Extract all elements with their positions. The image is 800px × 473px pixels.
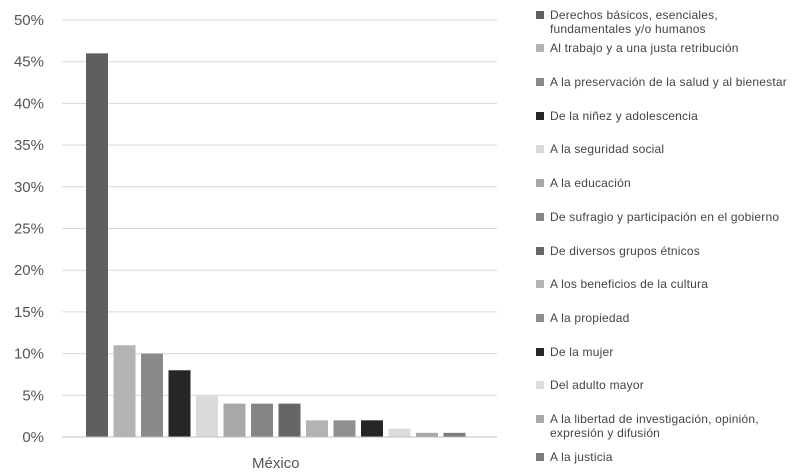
legend-swatch: [536, 381, 544, 389]
bar: [416, 432, 438, 437]
legend-label: Del adulto mayor: [550, 378, 644, 392]
legend-item: A la propiedad: [536, 311, 798, 325]
legend-item: A la seguridad social: [536, 142, 798, 156]
legend-item: De diversos grupos étnicos: [536, 244, 798, 258]
bar-chart: 0% 5% 10% 15% 20% 25% 30% 35% 40% 45% 50% México: [14, 12, 497, 472]
y-tick-label: 10%: [14, 346, 44, 363]
legend-label: A la propiedad: [550, 311, 630, 325]
legend-item: A los beneficios de la cultura: [536, 277, 798, 291]
legend-swatch: [536, 280, 544, 288]
legend-swatch: [536, 112, 544, 120]
legend-item: De sufragio y participación en el gobier…: [536, 210, 798, 224]
y-tick-label: 0%: [22, 429, 44, 446]
bar: [278, 403, 301, 437]
bar: [251, 403, 273, 437]
legend-label: De sufragio y participación en el gobier…: [550, 210, 780, 224]
legend-label: Derechos básicos, esenciales, fundamenta…: [550, 8, 718, 36]
bar: [306, 420, 328, 437]
bar: [361, 420, 383, 437]
y-axis-ticks: 0% 5% 10% 15% 20% 25% 30% 35% 40% 45% 50%: [14, 12, 44, 446]
y-tick-label: 15%: [14, 304, 44, 321]
y-tick-label: 40%: [14, 95, 44, 112]
legend-swatch: [536, 314, 544, 322]
y-tick-label: 45%: [14, 54, 44, 71]
bar: [86, 53, 108, 438]
legend-swatch: [536, 453, 544, 461]
legend-label: A la justicia: [550, 450, 613, 464]
legend-item: A la preservación de la salud y al biene…: [536, 75, 798, 89]
y-tick-label: 30%: [14, 179, 44, 196]
bar: [141, 353, 163, 437]
legend-swatch: [536, 78, 544, 86]
legend-swatch: [536, 145, 544, 153]
y-tick-label: 35%: [14, 137, 44, 154]
legend-label: A la seguridad social: [550, 142, 665, 156]
legend-item: Al trabajo y a una justa retribución: [536, 41, 798, 55]
legend-swatch: [536, 179, 544, 187]
bars: [86, 53, 466, 438]
gridlines: [62, 19, 497, 396]
legend-label: A la libertad de investigación, opinión,…: [550, 412, 759, 440]
bar: [443, 432, 466, 437]
legend-label: A la educación: [550, 176, 631, 190]
bar: [223, 403, 246, 437]
legend-swatch: [536, 348, 544, 356]
legend-item: De la niñez y adolescencia: [536, 109, 798, 123]
legend-item: Del adulto mayor: [536, 378, 798, 392]
legend-swatch: [536, 415, 544, 423]
legend-swatch: [536, 44, 544, 52]
y-tick-label: 20%: [14, 262, 44, 279]
bar: [196, 395, 218, 437]
legend-swatch: [536, 213, 544, 221]
legend-label: De la niñez y adolescencia: [550, 109, 698, 123]
y-tick-label: 5%: [22, 387, 44, 404]
legend-label: De la mujer: [550, 345, 614, 359]
y-tick-label: 25%: [14, 221, 44, 238]
legend-item: De la mujer: [536, 345, 798, 359]
y-tick-label: 50%: [14, 12, 44, 29]
legend: Derechos básicos, esenciales, fundamenta…: [530, 0, 800, 473]
legend-label: A los beneficios de la cultura: [550, 277, 709, 291]
legend-item: Derechos básicos, esenciales, fundamenta…: [536, 8, 798, 36]
legend-item: A la educación: [536, 176, 798, 190]
legend-item: A la justicia: [536, 450, 798, 464]
bar: [333, 420, 356, 437]
x-category-label: México: [252, 455, 300, 472]
legend-label: Al trabajo y a una justa retribución: [550, 41, 739, 55]
bar: [113, 345, 136, 437]
bar: [388, 428, 411, 437]
legend-label: De diversos grupos étnicos: [550, 244, 700, 258]
legend-swatch: [536, 11, 544, 19]
legend-label: A la preservación de la salud y al biene…: [550, 75, 787, 89]
legend-item: A la libertad de investigación, opinión,…: [536, 412, 798, 440]
legend-swatch: [536, 247, 544, 255]
bar: [168, 370, 191, 437]
